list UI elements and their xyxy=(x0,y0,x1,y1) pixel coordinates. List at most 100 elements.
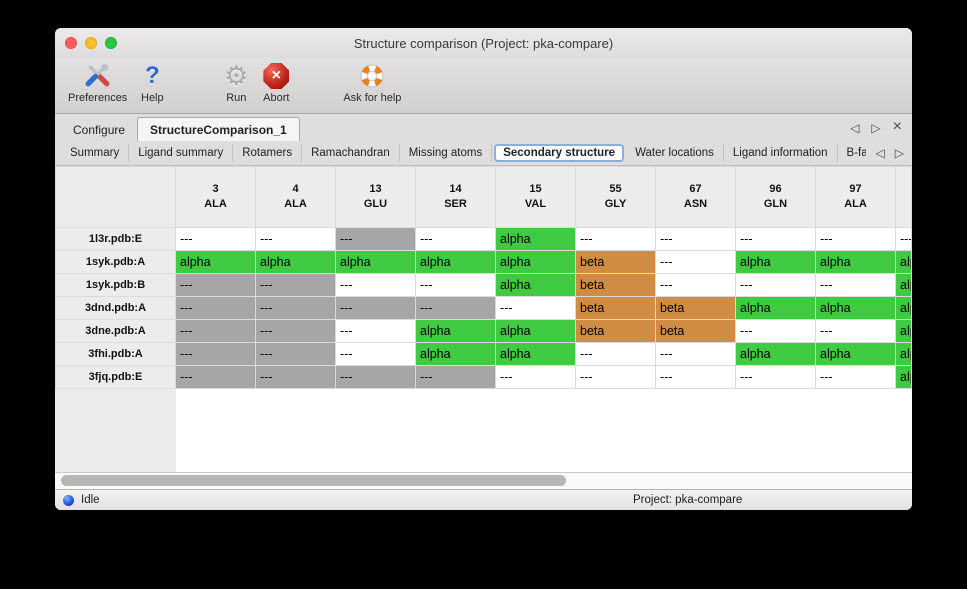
tab-secondary-structure[interactable]: Secondary structure xyxy=(494,144,625,162)
subtab-prev-icon[interactable]: ◁ xyxy=(875,146,885,160)
tab-structurecomparison-1[interactable]: StructureComparison_1 xyxy=(137,117,300,141)
table-cell[interactable]: --- xyxy=(576,343,655,365)
table-cell[interactable]: --- xyxy=(336,343,415,365)
table-cell[interactable]: alpha xyxy=(816,343,895,365)
tab-summary[interactable]: Summary xyxy=(61,144,130,162)
table-cell[interactable]: --- xyxy=(656,228,735,250)
table-cell[interactable]: alpha xyxy=(896,274,911,296)
table-cell[interactable]: alpha xyxy=(896,343,911,365)
tab-configure[interactable]: Configure xyxy=(73,123,126,137)
table-cell[interactable]: --- xyxy=(656,251,735,273)
zoom-window-button[interactable] xyxy=(105,37,117,49)
table-cell[interactable]: --- xyxy=(256,228,335,250)
tab-water-locations[interactable]: Water locations xyxy=(626,144,724,162)
tab-ligand-summary[interactable]: Ligand summary xyxy=(129,144,234,162)
help-button[interactable]: ? Help xyxy=(132,59,172,104)
table-cell[interactable]: --- xyxy=(256,343,335,365)
tab-prev-icon[interactable]: ◁ xyxy=(850,120,860,135)
table-cell[interactable]: --- xyxy=(176,274,255,296)
tab-close-icon[interactable]: × xyxy=(892,118,902,135)
table-cell[interactable]: --- xyxy=(656,274,735,296)
table-cell[interactable]: --- xyxy=(256,320,335,342)
table-cell[interactable]: --- xyxy=(336,297,415,319)
tab-missing-atoms[interactable]: Missing atoms xyxy=(400,144,493,162)
table-cell[interactable]: --- xyxy=(816,320,895,342)
tab-rotamers[interactable]: Rotamers xyxy=(233,144,303,162)
abort-button[interactable]: × Abort xyxy=(256,59,296,104)
table-cell[interactable]: alpha xyxy=(496,343,575,365)
table-cell[interactable]: --- xyxy=(736,228,815,250)
subtab-next-icon[interactable]: ▷ xyxy=(894,146,904,160)
table-cell[interactable]: --- xyxy=(656,366,735,388)
table-cell[interactable]: alpha xyxy=(896,320,911,342)
table-cell[interactable]: --- xyxy=(576,366,655,388)
table-cell[interactable]: alpha xyxy=(416,343,495,365)
table-cell[interactable]: --- xyxy=(656,343,735,365)
gear-icon: ⚙ xyxy=(224,60,249,92)
table-cell[interactable]: --- xyxy=(736,366,815,388)
table-cell[interactable]: --- xyxy=(416,366,495,388)
table-cell[interactable]: --- xyxy=(176,228,255,250)
table-cell[interactable]: --- xyxy=(816,228,895,250)
tab-b-factors[interactable]: B-factors xyxy=(838,144,866,162)
table-cell[interactable]: --- xyxy=(896,228,911,250)
table-cell[interactable]: --- xyxy=(176,297,255,319)
table-cell[interactable]: alpha xyxy=(736,343,815,365)
table-cell[interactable]: --- xyxy=(576,228,655,250)
table-cell[interactable]: alpha xyxy=(736,297,815,319)
table-cell[interactable]: beta xyxy=(576,320,655,342)
table-cell[interactable]: --- xyxy=(336,228,415,250)
table-cell[interactable]: --- xyxy=(176,320,255,342)
run-button[interactable]: ⚙ Run xyxy=(216,59,256,105)
minimize-window-button[interactable] xyxy=(85,37,97,49)
table-cell[interactable]: beta xyxy=(656,320,735,342)
table-cell[interactable]: alpha xyxy=(336,251,415,273)
table-cell[interactable]: --- xyxy=(416,297,495,319)
table-cell[interactable]: --- xyxy=(336,366,415,388)
table-cell[interactable]: --- xyxy=(496,366,575,388)
table-cell[interactable]: --- xyxy=(416,228,495,250)
table-cell[interactable]: --- xyxy=(336,274,415,296)
table-cell[interactable]: alpha xyxy=(496,274,575,296)
preferences-button[interactable]: Preferences xyxy=(63,59,132,104)
tab-ligand-information[interactable]: Ligand information xyxy=(724,144,838,162)
table-cell[interactable]: alpha xyxy=(496,228,575,250)
table-cell[interactable]: --- xyxy=(736,320,815,342)
table-cell[interactable]: --- xyxy=(736,274,815,296)
table-cell[interactable]: --- xyxy=(496,297,575,319)
table-cell[interactable]: --- xyxy=(256,297,335,319)
table-row: 1l3r.pdb:E --- --- --- --- alpha --- --- --- --- -… xyxy=(56,228,911,250)
table-cell[interactable]: alpha xyxy=(416,320,495,342)
horizontal-scrollbar[interactable] xyxy=(55,472,912,489)
horizontal-scrollbar-thumb[interactable] xyxy=(61,475,566,486)
table-cell[interactable]: beta xyxy=(576,274,655,296)
column-header-97: 97 ALA xyxy=(816,167,895,227)
table-cell[interactable]: beta xyxy=(576,251,655,273)
tab-next-icon[interactable]: ▷ xyxy=(871,120,881,135)
table-cell[interactable]: alpha xyxy=(176,251,255,273)
close-window-button[interactable] xyxy=(65,37,77,49)
table-cell[interactable]: alpha xyxy=(816,251,895,273)
table-cell[interactable]: alpha xyxy=(896,297,911,319)
tab-ramachandran[interactable]: Ramachandran xyxy=(302,144,400,162)
table-cell[interactable]: --- xyxy=(816,366,895,388)
table-cell[interactable]: alpha xyxy=(896,251,911,273)
table-cell[interactable]: --- xyxy=(416,274,495,296)
table-cell[interactable]: --- xyxy=(176,343,255,365)
table-cell[interactable]: --- xyxy=(816,274,895,296)
table-cell[interactable]: beta xyxy=(576,297,655,319)
ask-for-help-button[interactable]: Ask for help xyxy=(338,59,406,104)
table-cell[interactable]: alpha xyxy=(496,251,575,273)
table-cell[interactable]: --- xyxy=(256,274,335,296)
table-cell[interactable]: alpha xyxy=(496,320,575,342)
table-cell[interactable]: alpha xyxy=(736,251,815,273)
table-cell[interactable]: --- xyxy=(336,320,415,342)
table-cell[interactable]: alpha xyxy=(896,366,911,388)
table-row: 3dnd.pdb:A --- --- --- --- --- beta beta alpha al… xyxy=(56,297,911,319)
table-cell[interactable]: alpha xyxy=(256,251,335,273)
table-cell[interactable]: --- xyxy=(176,366,255,388)
table-cell[interactable]: --- xyxy=(256,366,335,388)
table-cell[interactable]: beta xyxy=(656,297,735,319)
table-cell[interactable]: alpha xyxy=(416,251,495,273)
table-cell[interactable]: alpha xyxy=(816,297,895,319)
